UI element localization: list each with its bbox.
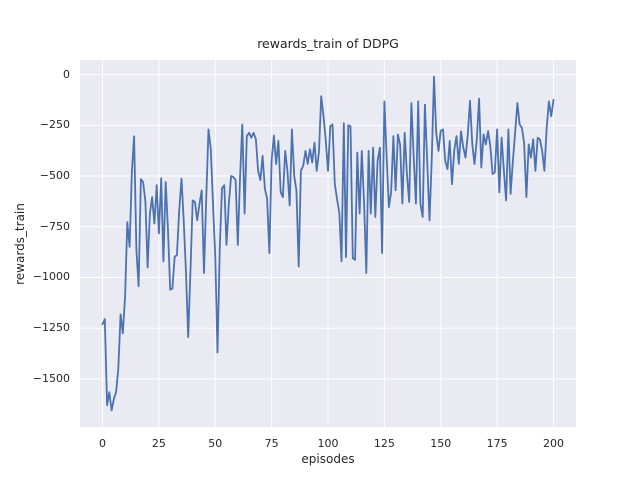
y-tick-label: −500 [39,169,70,183]
x-tick-label: 0 [99,437,107,450]
y-tick-label: −1500 [32,371,70,385]
x-tick-label: 50 [208,437,223,450]
x-axis-label: episodes [301,452,355,466]
y-tick-label: −1000 [32,270,70,284]
x-tick-label: 200 [542,437,564,450]
y-tick-label: −250 [39,118,70,132]
x-tick-label: 75 [264,437,279,450]
y-tick-label: −1250 [32,321,70,335]
chart-title: rewards_train of DDPG [257,36,399,51]
x-tick-label: 150 [430,437,452,450]
y-tick-label: −750 [39,219,70,233]
x-tick-label: 100 [317,437,339,450]
x-tick-label: 25 [151,437,166,450]
x-tick-label: 175 [486,437,508,450]
reward-line-series [101,75,555,412]
y-tick-label: 0 [63,67,70,81]
x-tick-label: 125 [373,437,395,450]
